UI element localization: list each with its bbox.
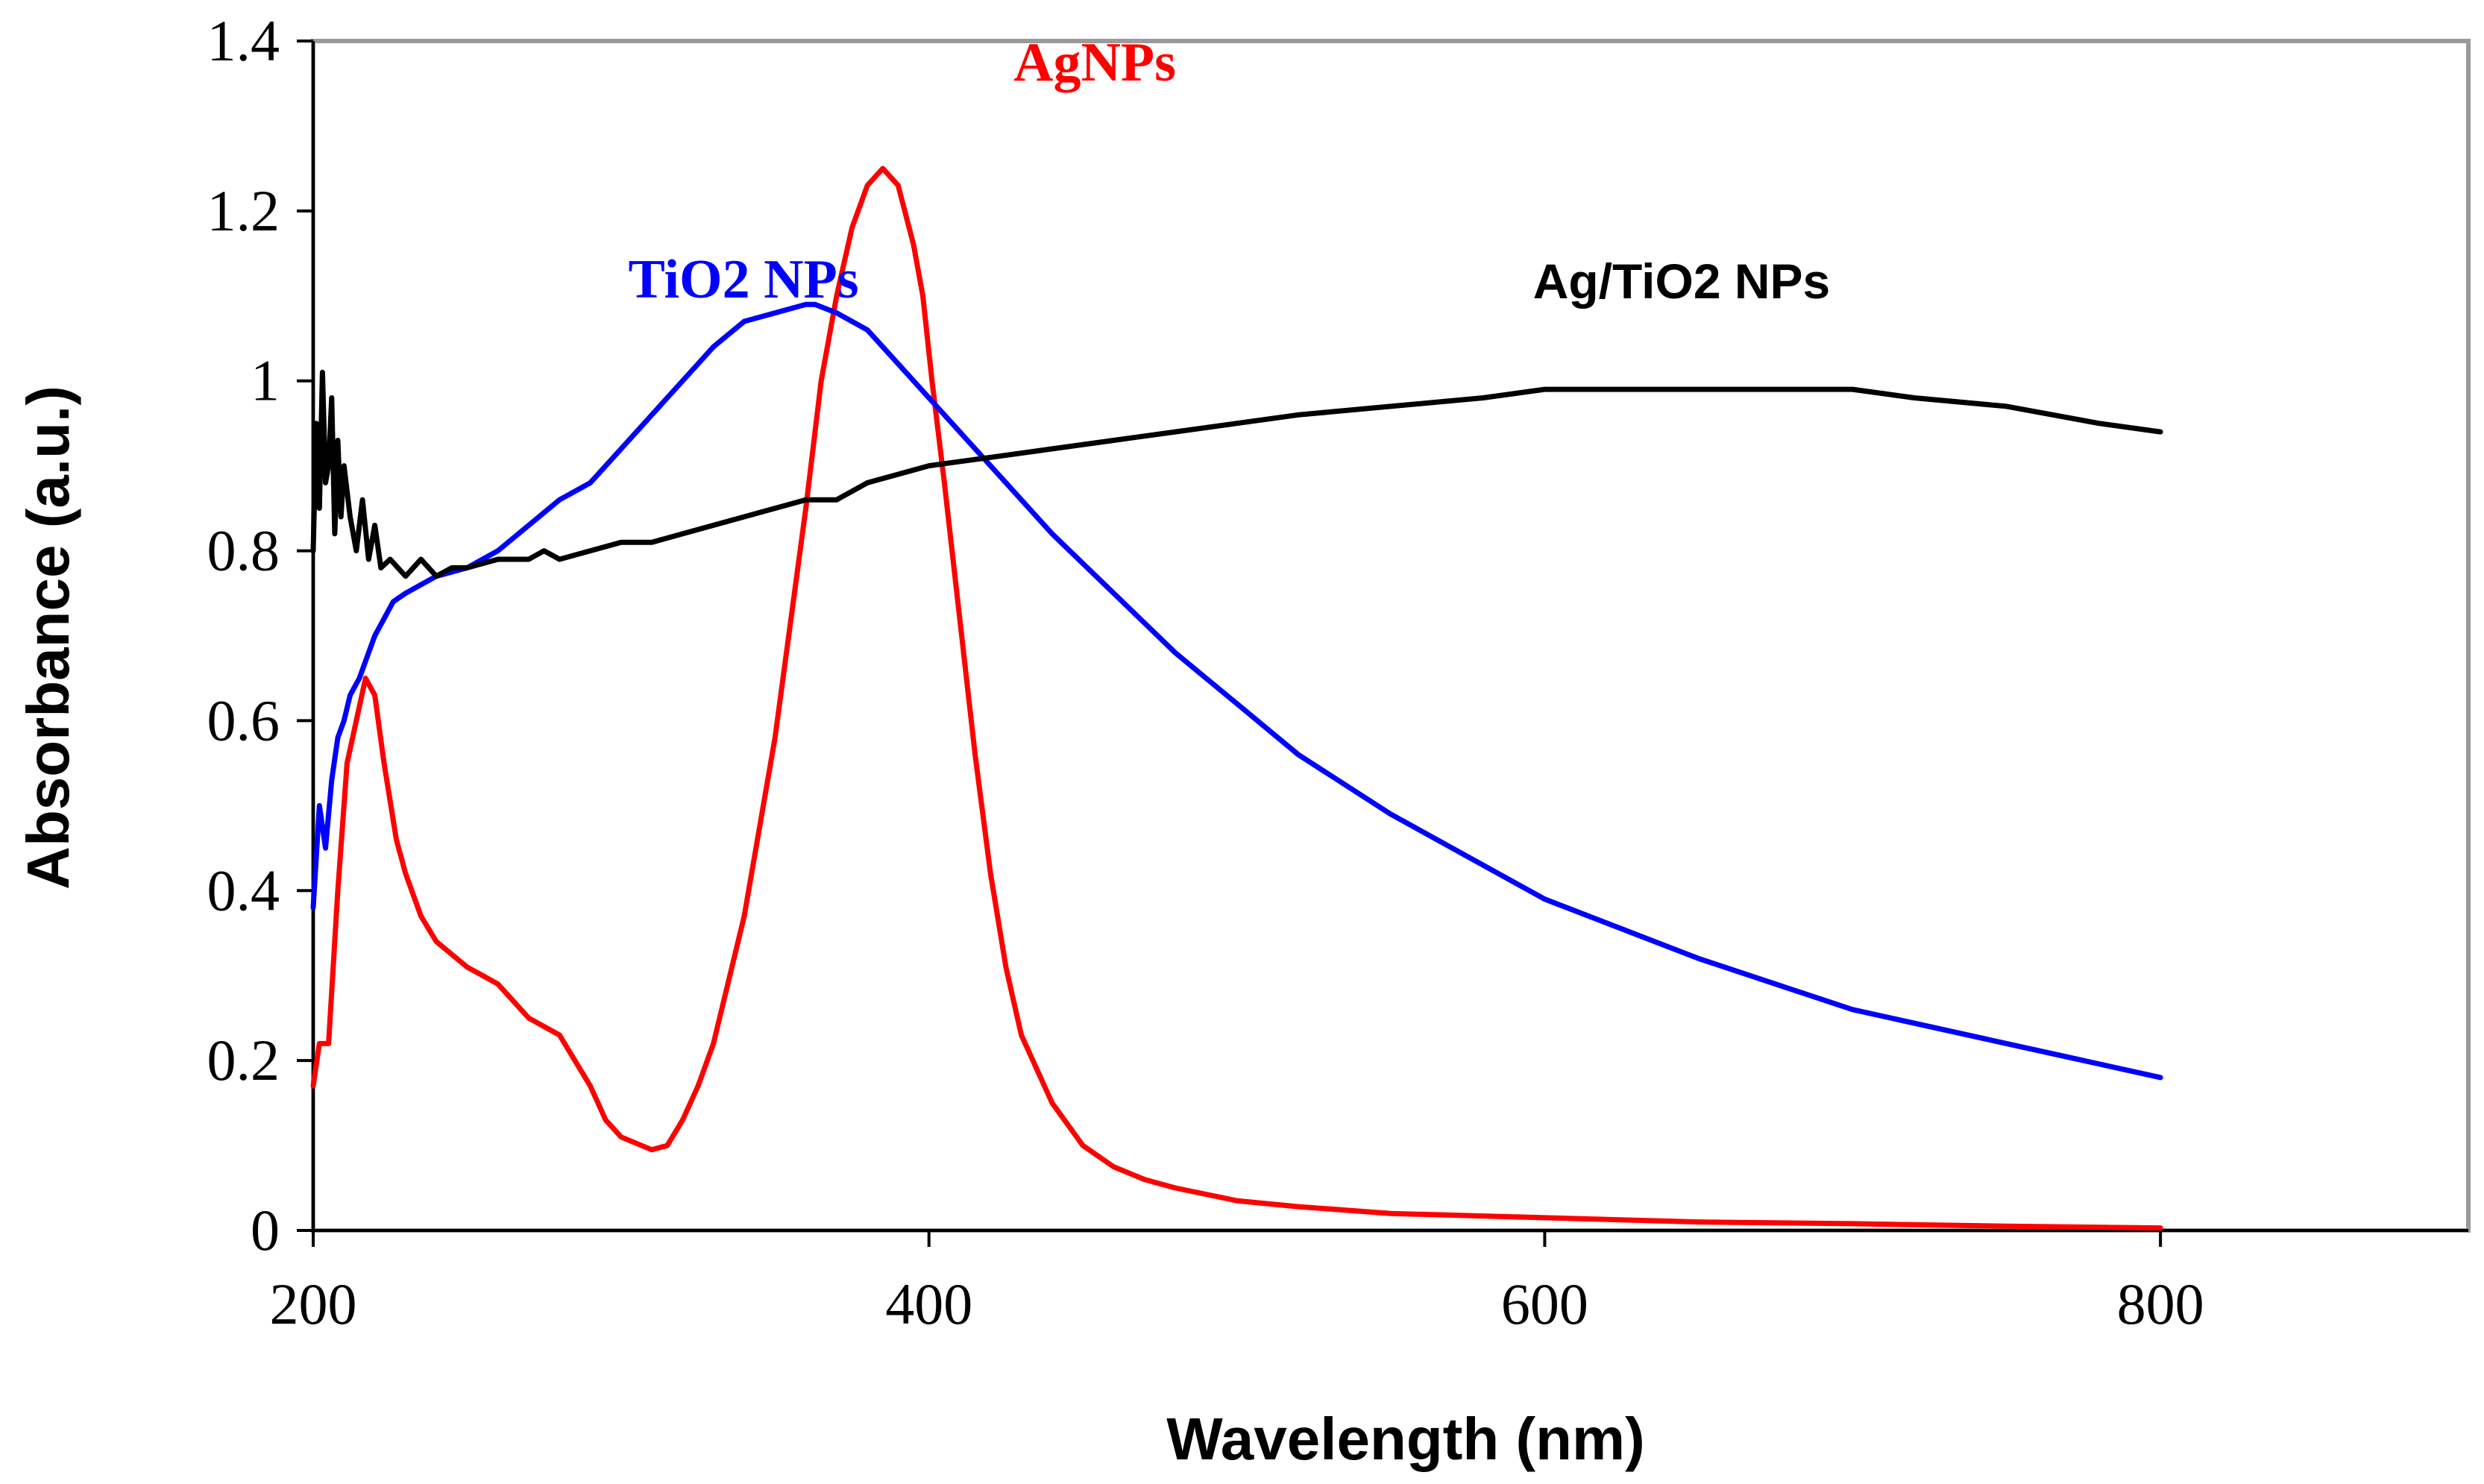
y-axis-title: Absorbance (a.u.): [15, 386, 81, 890]
y-tick-label: 0.2: [207, 1028, 280, 1092]
series-line-ag-tio2-nps: [310, 369, 2163, 579]
x-tick-label: 200: [270, 1271, 357, 1336]
series-label-ag-tio2: Ag/TiO2 NPs: [1533, 254, 1831, 309]
y-tick-label: 0.4: [207, 858, 280, 922]
x-axis-ticks: 200 400 600 800: [270, 1230, 2204, 1336]
x-tick-label: 400: [885, 1271, 972, 1336]
y-tick-label: 1.2: [207, 178, 280, 243]
plot-frame: [311, 39, 2471, 1233]
y-tick-label: 0.8: [207, 518, 280, 583]
series-line-tio2-nps: [310, 301, 2163, 1081]
series-lines: [310, 166, 2163, 1231]
series-label-agnps: AgNPs: [1013, 32, 1176, 93]
y-tick-label: 0.6: [207, 688, 280, 752]
x-tick-label: 600: [1501, 1271, 1588, 1336]
x-tick-label: 800: [2117, 1271, 2204, 1336]
y-axis-ticks: 0 0.2 0.4 0.6 0.8 1 1.2 1.4: [207, 8, 313, 1263]
series-line-agnps: [310, 166, 2163, 1231]
x-axis-title: Wavelength (nm): [1166, 1406, 1644, 1472]
y-tick-label: 0: [251, 1198, 280, 1263]
y-tick-label: 1: [251, 348, 280, 413]
series-label-tio2: TiO2 NPs: [628, 249, 858, 310]
y-tick-label: 1.4: [207, 8, 280, 73]
